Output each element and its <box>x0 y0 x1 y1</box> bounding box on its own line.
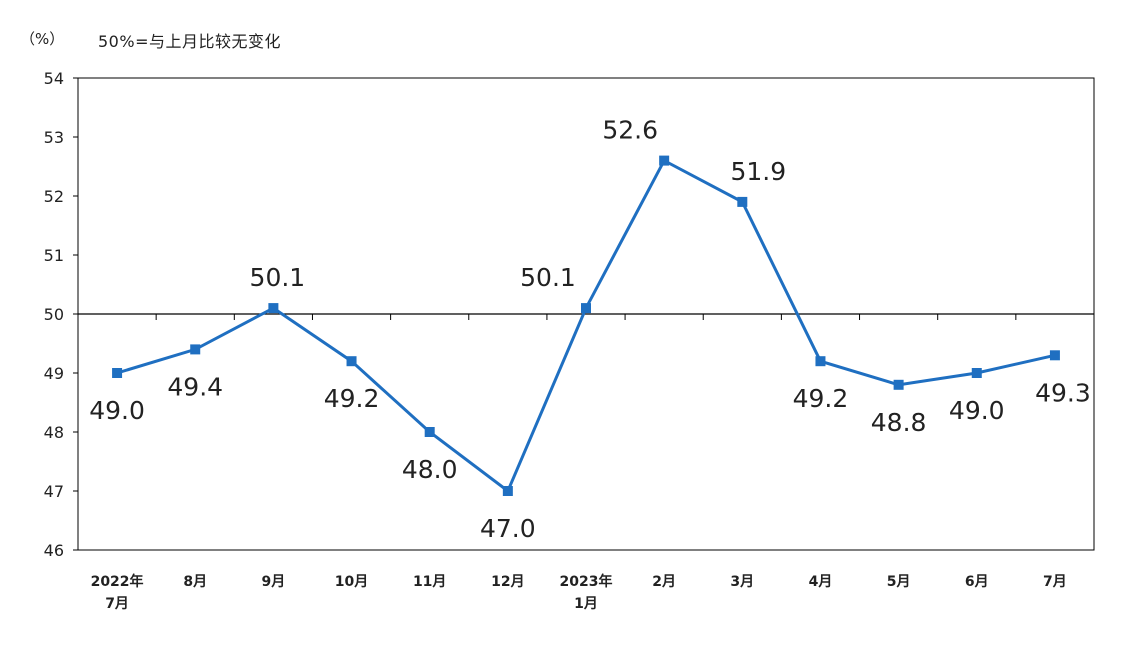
series-line <box>116 158 1056 494</box>
data-label: 50.1 <box>250 263 306 292</box>
y-tick-label: 49 <box>44 364 64 383</box>
data-label: 50.1 <box>520 263 576 292</box>
data-point <box>424 427 435 437</box>
y-tick-label: 51 <box>44 246 64 265</box>
data-markers <box>112 155 1060 496</box>
data-label: 48.0 <box>402 455 458 484</box>
x-tick-label: 5月 <box>887 574 911 590</box>
data-point <box>815 356 826 367</box>
y-tick-label: 48 <box>44 423 64 442</box>
data-label: 49.2 <box>793 384 849 413</box>
data-point <box>1049 350 1060 361</box>
x-tick-label: 6月 <box>965 574 989 590</box>
x-tick-label: 7月 <box>1043 574 1067 590</box>
y-tick-label: 50 <box>44 305 64 324</box>
y-tick-label: 46 <box>44 541 64 560</box>
data-label: 47.0 <box>480 514 536 543</box>
y-tick-label: 53 <box>44 128 64 147</box>
x-tick-label: 2月 <box>652 574 676 590</box>
x-axis-tickmarks <box>155 314 1017 320</box>
x-tick-label: 2023年 <box>560 573 613 590</box>
y-tick-label: 54 <box>44 69 64 88</box>
x-tick-label: 2022年 <box>91 573 144 590</box>
data-point <box>659 155 670 166</box>
x-tick-label: 8月 <box>183 574 207 590</box>
data-point <box>502 486 513 496</box>
data-label: 49.2 <box>324 384 380 413</box>
x-axis-ticks: 2022年 7月 8月 9月 10月 11月 12月 2023年 1月 2月 3月 4月 5月 6月 7月 <box>91 573 1067 612</box>
data-labels: 49.0 49.4 50.1 49.2 48.0 47.0 50.1 52.6 51.9 49.2… <box>89 116 1091 543</box>
data-point <box>737 196 748 207</box>
x-tick-label: 4月 <box>809 574 833 590</box>
x-tick-label: 10月 <box>335 574 368 590</box>
data-label: 52.6 <box>602 116 658 145</box>
chart-header: （%） 50%=与上月比较无变化 <box>0 28 1136 58</box>
data-point <box>268 303 279 314</box>
y-unit-label: （%） <box>20 30 65 48</box>
data-label: 48.8 <box>871 408 927 437</box>
data-point <box>190 344 201 355</box>
data-point <box>971 368 982 378</box>
data-point <box>346 356 357 367</box>
x-tick-label: 12月 <box>491 574 524 590</box>
data-label: 49.3 <box>1035 378 1091 407</box>
y-tick-label: 47 <box>44 482 64 501</box>
y-axis-ticks: 46 47 48 49 50 51 52 53 54 <box>44 69 78 560</box>
data-point <box>112 368 123 378</box>
x-tick-label: 9月 <box>262 574 286 590</box>
data-label: 49.0 <box>89 396 145 425</box>
data-label: 49.4 <box>167 372 223 401</box>
y-tick-label: 52 <box>44 187 64 206</box>
x-tick-label: 1月 <box>574 596 598 612</box>
x-tick-label: 3月 <box>730 574 754 590</box>
x-tick-label: 7月 <box>105 596 129 612</box>
data-point <box>893 379 904 390</box>
x-tick-label: 11月 <box>413 574 446 590</box>
data-label: 51.9 <box>730 157 786 186</box>
data-label: 49.0 <box>949 396 1005 425</box>
data-point <box>581 303 591 314</box>
reference-note: 50%=与上月比较无变化 <box>98 32 281 51</box>
